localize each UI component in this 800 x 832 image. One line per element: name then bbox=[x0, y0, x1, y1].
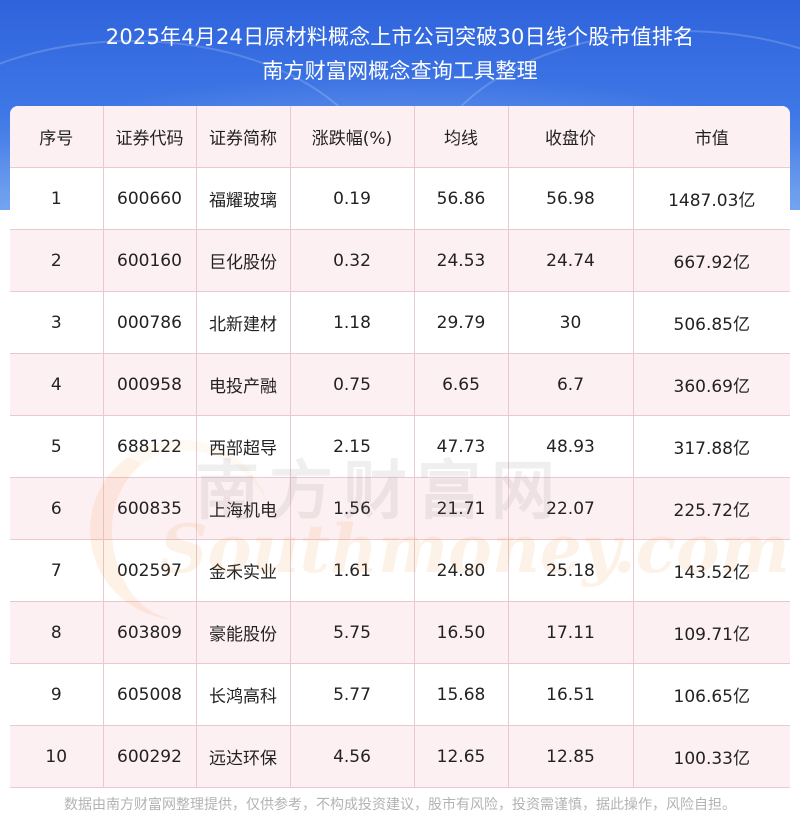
table-cell: 48.93 bbox=[507, 415, 634, 478]
table-cell: 6.65 bbox=[413, 353, 509, 416]
table-cell: 4 bbox=[10, 353, 104, 416]
table-cell: 24.53 bbox=[413, 229, 509, 292]
table-cell: 西部超导 bbox=[195, 415, 291, 478]
table-cell: 12.85 bbox=[507, 725, 634, 788]
table-cell: 7 bbox=[10, 539, 104, 602]
column-header: 证券简称 bbox=[195, 106, 291, 168]
table-cell: 667.92亿 bbox=[632, 229, 790, 292]
table-cell: 603809 bbox=[102, 601, 197, 664]
table-cell: 金禾实业 bbox=[195, 539, 291, 602]
table-cell: 506.85亿 bbox=[632, 291, 790, 354]
table-cell: 6.7 bbox=[507, 353, 634, 416]
table-cell: 2.15 bbox=[289, 415, 415, 478]
table-cell: 317.88亿 bbox=[632, 415, 790, 478]
table-cell: 远达环保 bbox=[195, 725, 291, 788]
table-cell: 北新建材 bbox=[195, 291, 291, 354]
table-row: 3 000786 北新建材 1.18 29.79 30 506.85亿 bbox=[10, 291, 790, 354]
table-cell: 1.56 bbox=[289, 477, 415, 540]
table-cell: 21.71 bbox=[413, 477, 509, 540]
table-cell: 1.18 bbox=[289, 291, 415, 354]
table-header-row: 序号 证券代码 证券简称 涨跌幅(%) 均线 收盘价 市值 bbox=[10, 106, 790, 168]
table-row: 4 000958 电投产融 0.75 6.65 6.7 360.69亿 bbox=[10, 353, 790, 416]
table-cell: 9 bbox=[10, 663, 104, 726]
table-cell: 豪能股份 bbox=[195, 601, 291, 664]
table-cell: 109.71亿 bbox=[632, 601, 790, 664]
table-cell: 上海机电 bbox=[195, 477, 291, 540]
page-title: 2025年4月24日原材料概念上市公司突破30日线个股市值排名 南方财富网概念查… bbox=[0, 20, 800, 88]
table-cell: 0.75 bbox=[289, 353, 415, 416]
table-cell: 24.80 bbox=[413, 539, 509, 602]
table-cell: 24.74 bbox=[507, 229, 634, 292]
table-cell: 福耀玻璃 bbox=[195, 167, 291, 230]
table-cell: 600160 bbox=[102, 229, 197, 292]
column-header: 均线 bbox=[413, 106, 509, 168]
table-cell: 3 bbox=[10, 291, 104, 354]
table-cell: 100.33亿 bbox=[632, 725, 790, 788]
title-line-1: 2025年4月24日原材料概念上市公司突破30日线个股市值排名 bbox=[105, 25, 695, 49]
table-cell: 16.51 bbox=[507, 663, 634, 726]
table-cell: 29.79 bbox=[413, 291, 509, 354]
table-cell: 4.56 bbox=[289, 725, 415, 788]
table-cell: 电投产融 bbox=[195, 353, 291, 416]
stock-table: 序号 证券代码 证券简称 涨跌幅(%) 均线 收盘价 市值 1 600660 福耀玻… bbox=[10, 106, 790, 788]
table-cell: 225.72亿 bbox=[632, 477, 790, 540]
table-cell: 0.32 bbox=[289, 229, 415, 292]
table-cell: 15.68 bbox=[413, 663, 509, 726]
table-cell: 2 bbox=[10, 229, 104, 292]
table-cell: 56.86 bbox=[413, 167, 509, 230]
table-row: 6 600835 上海机电 1.56 21.71 22.07 225.72亿 bbox=[10, 477, 790, 540]
table-cell: 8 bbox=[10, 601, 104, 664]
title-line-2: 南方财富网概念查询工具整理 bbox=[262, 59, 538, 83]
table-row: 1 600660 福耀玻璃 0.19 56.86 56.98 1487.03亿 bbox=[10, 167, 790, 230]
column-header: 涨跌幅(%) bbox=[289, 106, 415, 168]
table-cell: 0.19 bbox=[289, 167, 415, 230]
column-header: 证券代码 bbox=[102, 106, 197, 168]
table-cell: 605008 bbox=[102, 663, 197, 726]
table-cell: 25.18 bbox=[507, 539, 634, 602]
table-cell: 1.61 bbox=[289, 539, 415, 602]
table-cell: 10 bbox=[10, 725, 104, 788]
column-header: 收盘价 bbox=[507, 106, 634, 168]
table-cell: 5.77 bbox=[289, 663, 415, 726]
table-row: 7 002597 金禾实业 1.61 24.80 25.18 143.52亿 bbox=[10, 539, 790, 602]
table-row: 5 688122 西部超导 2.15 47.73 48.93 317.88亿 bbox=[10, 415, 790, 478]
column-header: 序号 bbox=[10, 106, 104, 168]
table-cell: 688122 bbox=[102, 415, 197, 478]
table-cell: 17.11 bbox=[507, 601, 634, 664]
table-cell: 16.50 bbox=[413, 601, 509, 664]
table-cell: 000958 bbox=[102, 353, 197, 416]
table-cell: 12.65 bbox=[413, 725, 509, 788]
table-cell: 5.75 bbox=[289, 601, 415, 664]
table-cell: 巨化股份 bbox=[195, 229, 291, 292]
table-cell: 5 bbox=[10, 415, 104, 478]
table-cell: 47.73 bbox=[413, 415, 509, 478]
disclaimer: 数据由南方财富网整理提供，仅供参考，不构成投资建议，股市有风险，投资需谨慎，据此… bbox=[64, 797, 736, 813]
table-cell: 360.69亿 bbox=[632, 353, 790, 416]
table-cell: 106.65亿 bbox=[632, 663, 790, 726]
table-cell: 30 bbox=[507, 291, 634, 354]
table-cell: 1 bbox=[10, 167, 104, 230]
column-header: 市值 bbox=[632, 106, 790, 168]
table-cell: 22.07 bbox=[507, 477, 634, 540]
table-cell: 143.52亿 bbox=[632, 539, 790, 602]
table-cell: 000786 bbox=[102, 291, 197, 354]
table-cell: 600660 bbox=[102, 167, 197, 230]
table-row: 10 600292 远达环保 4.56 12.65 12.85 100.33亿 bbox=[10, 725, 790, 788]
table-cell: 002597 bbox=[102, 539, 197, 602]
table-cell: 6 bbox=[10, 477, 104, 540]
table-cell: 1487.03亿 bbox=[632, 167, 790, 230]
table-cell: 56.98 bbox=[507, 167, 634, 230]
table-cell: 600835 bbox=[102, 477, 197, 540]
table-cell: 600292 bbox=[102, 725, 197, 788]
table-row: 8 603809 豪能股份 5.75 16.50 17.11 109.71亿 bbox=[10, 601, 790, 664]
table-row: 2 600160 巨化股份 0.32 24.53 24.74 667.92亿 bbox=[10, 229, 790, 292]
table-row: 9 605008 长鸿高科 5.77 15.68 16.51 106.65亿 bbox=[10, 663, 790, 726]
table-cell: 长鸿高科 bbox=[195, 663, 291, 726]
